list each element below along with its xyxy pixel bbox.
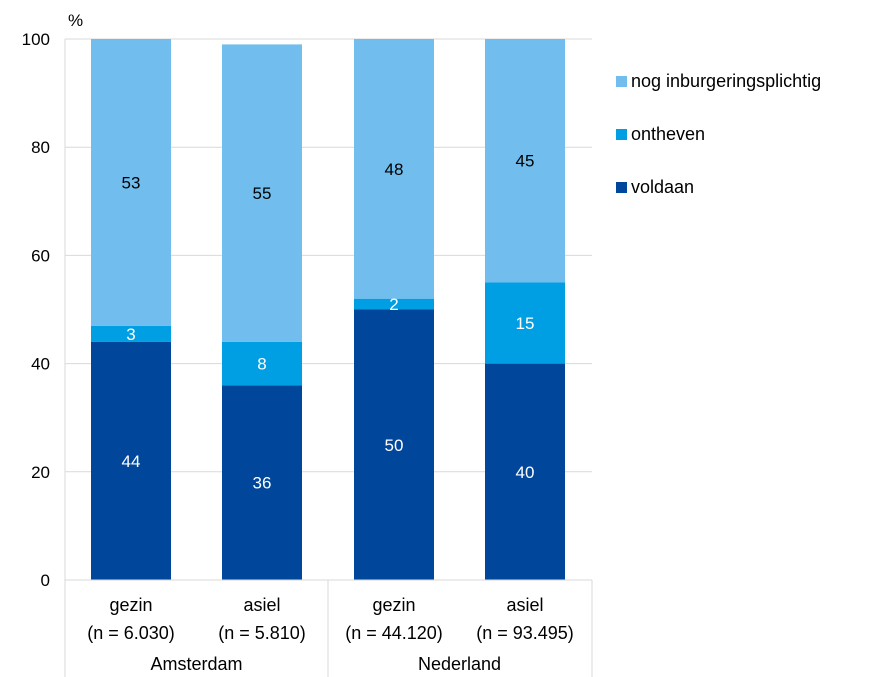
legend-item: voldaan: [616, 176, 821, 198]
x-category-label: gezin: [372, 595, 415, 615]
x-category-n-label: (n = 5.810): [218, 623, 306, 643]
y-tick-label: 80: [31, 138, 50, 157]
data-label: 48: [385, 160, 404, 179]
legend-label: nog inburgeringsplichtig: [631, 70, 822, 91]
data-label: 45: [516, 152, 535, 171]
x-group-label: Amsterdam: [150, 654, 242, 674]
bars: [91, 39, 565, 580]
y-tick-label: 20: [31, 463, 50, 482]
axes: 0 20 40 60 80 100 gezin (n = 6.030) asiel (n = 5.…: [22, 30, 593, 677]
bar-segment-ontheven: [91, 325, 171, 342]
x-category-n-label: (n = 44.120): [345, 623, 443, 643]
x-category-n-label: (n = 6.030): [87, 623, 175, 643]
legend: nog inburgeringsplichtig ontheven voldaan: [616, 70, 821, 229]
data-label: 50: [385, 436, 404, 455]
bar-segment-nog-inburgeringsplichtig: [485, 39, 565, 283]
x-category-label: gezin: [109, 595, 152, 615]
bar-segment-nog-inburgeringsplichtig: [91, 39, 171, 326]
y-axis-unit-label: %: [68, 11, 83, 30]
y-tick-label: 0: [41, 571, 50, 590]
data-label: 40: [516, 463, 535, 482]
data-label: 3: [126, 325, 135, 344]
data-label: 44: [122, 452, 141, 471]
data-label: 15: [516, 314, 535, 333]
bar-segment-voldaan: [485, 363, 565, 580]
x-category-label: asiel: [243, 595, 280, 615]
bar-segment-ontheven: [222, 341, 302, 386]
y-tick-label: 100: [22, 30, 50, 49]
bar-segment-nog-inburgeringsplichtig: [222, 44, 302, 342]
bar-segment-voldaan: [354, 309, 434, 580]
data-label: 2: [389, 295, 398, 314]
x-group-label: Nederland: [418, 654, 501, 674]
data-label: 53: [122, 173, 141, 192]
data-label: 8: [257, 355, 266, 374]
x-category-n-label: (n = 93.495): [476, 623, 574, 643]
legend-swatch: [616, 128, 627, 140]
legend-swatch: [616, 75, 627, 87]
bar-segment-ontheven: [485, 282, 565, 364]
bar-segment-voldaan: [222, 385, 302, 580]
y-tick-label: 40: [31, 355, 50, 374]
legend-item: nog inburgeringsplichtig: [616, 70, 821, 92]
bar-segment-ontheven: [354, 298, 434, 310]
legend-swatch: [616, 181, 627, 193]
legend-label: ontheven: [631, 123, 706, 144]
bar-segment-nog-inburgeringsplichtig: [354, 39, 434, 299]
data-label: 36: [253, 474, 272, 493]
bar-segment-voldaan: [91, 341, 171, 580]
data-label: 55: [253, 184, 272, 203]
x-category-label: asiel: [506, 595, 543, 615]
legend-item: ontheven: [616, 123, 821, 145]
data-labels: 44 3 53 36 8 55 50 2 48 40 15 45: [122, 152, 535, 493]
y-tick-label: 60: [31, 246, 50, 265]
legend-label: voldaan: [631, 176, 695, 197]
